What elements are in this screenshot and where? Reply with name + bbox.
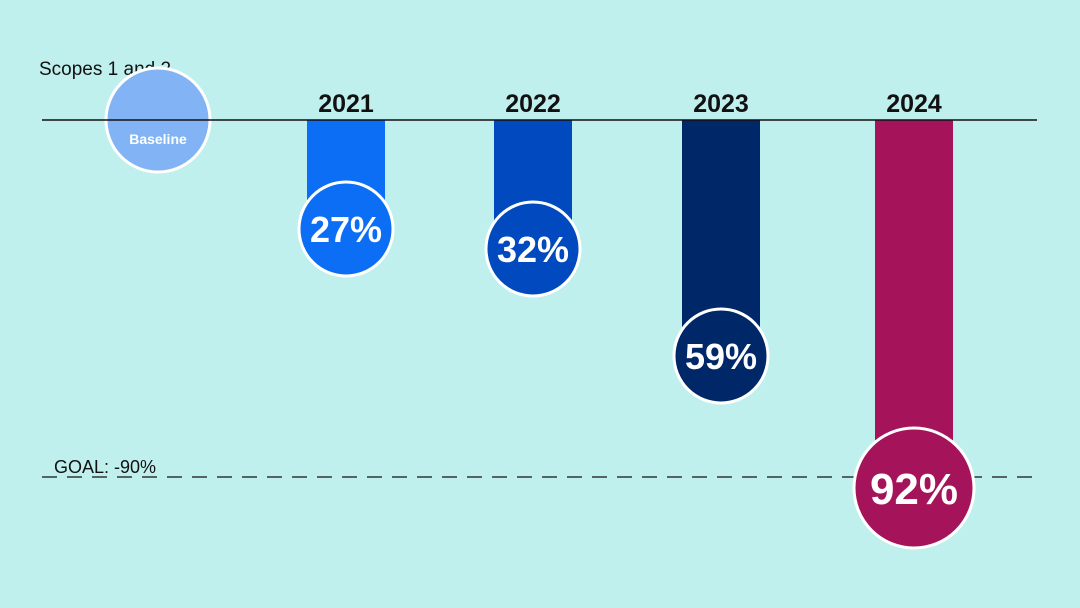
value-label-2023: 59% (685, 336, 757, 377)
year-label-2023: 2023 (693, 90, 749, 118)
goal-label: GOAL: -90% (54, 457, 156, 477)
value-circle-2021 (297, 180, 395, 278)
value-circle-2023 (672, 307, 770, 405)
value-label-2021: 27% (310, 209, 382, 250)
baseline-label: Baseline (129, 131, 187, 147)
value-label-2022: 32% (497, 229, 569, 270)
value-circle-2024 (852, 426, 976, 550)
year-label-2024: 2024 (886, 90, 942, 118)
year-label-2021: 2021 (318, 90, 374, 118)
year-label-2022: 2022 (505, 90, 561, 118)
value-circle-2022 (484, 200, 582, 298)
value-label-2024: 92% (870, 465, 958, 514)
